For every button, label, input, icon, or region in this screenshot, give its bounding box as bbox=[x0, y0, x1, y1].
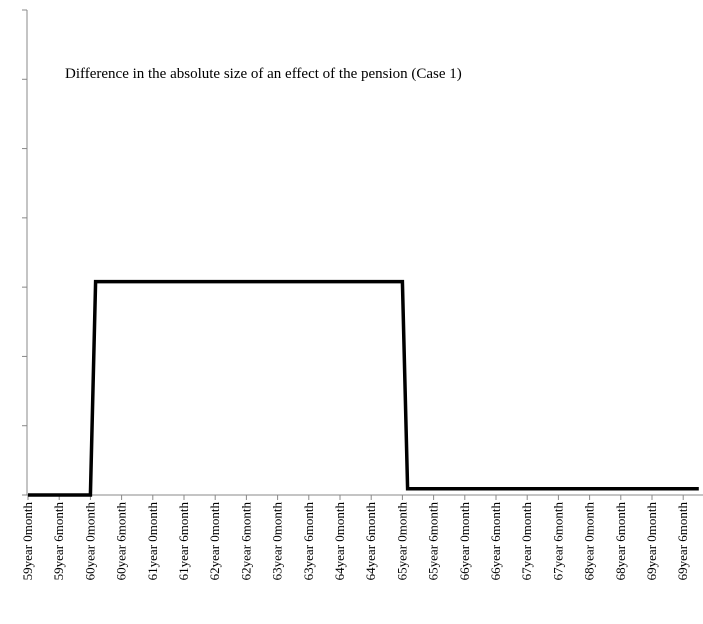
x-tick-label: 62year 6month bbox=[238, 502, 253, 581]
x-tick-label: 64year 6month bbox=[363, 502, 378, 581]
x-tick-label: 61year 6month bbox=[176, 502, 191, 581]
x-tick-label: 68year 6month bbox=[613, 502, 628, 581]
x-tick-label: 60year 6month bbox=[114, 502, 129, 581]
x-tick-label: 69year 0month bbox=[644, 502, 659, 581]
x-tick-label: 65year 0month bbox=[394, 502, 409, 581]
x-tick-label: 66year 0month bbox=[457, 502, 472, 581]
x-tick-label: 62year 0month bbox=[207, 502, 222, 581]
x-tick-label: 65year 6month bbox=[426, 502, 441, 581]
x-tick-label: 67year 6month bbox=[550, 502, 565, 581]
x-tick-label: 60year 0month bbox=[82, 502, 97, 581]
chart-title: Difference in the absolute size of an ef… bbox=[65, 66, 462, 82]
x-tick-label: 59year 0month bbox=[20, 502, 35, 581]
x-tick-label: 69year 6month bbox=[675, 502, 690, 581]
x-tick-label: 68year 0month bbox=[582, 502, 597, 581]
data-line bbox=[28, 279, 699, 497]
x-tick-label: 66year 6month bbox=[488, 502, 503, 581]
x-tick-label: 67year 0month bbox=[519, 502, 534, 581]
x-tick-label: 63year 6month bbox=[301, 502, 316, 581]
x-tick-label: 63year 0month bbox=[270, 502, 285, 581]
x-tick-label: 61year 0month bbox=[145, 502, 160, 581]
x-tick-label: 59year 6month bbox=[51, 502, 66, 581]
x-tick-label: 64year 0month bbox=[332, 502, 347, 581]
